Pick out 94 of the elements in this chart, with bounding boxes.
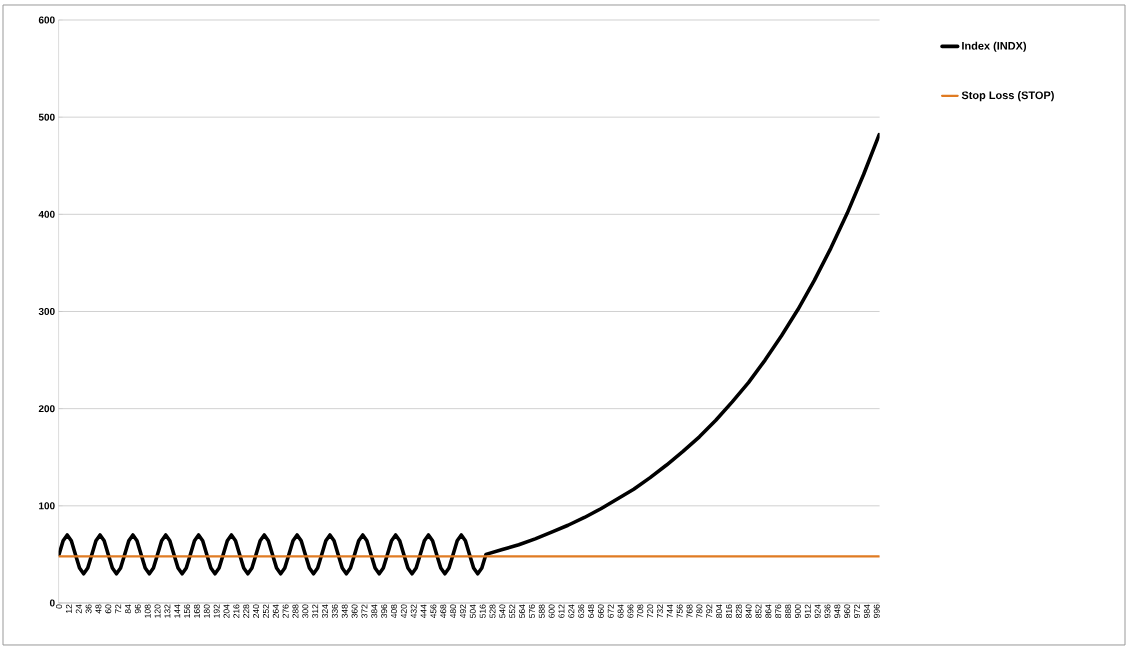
y-tick-label: 100	[39, 502, 55, 510]
x-tick-label: 384	[371, 604, 378, 618]
x-tick-label: 12	[65, 604, 72, 613]
x-tick-label: 648	[588, 604, 595, 618]
x-tick-label: 684	[617, 604, 624, 618]
x-tick-label: 456	[430, 604, 437, 619]
x-tick-label: 672	[607, 604, 614, 618]
x-tick-label: 84	[124, 604, 131, 614]
legend-label: Index (INDX)	[962, 41, 1027, 52]
x-tick-label: 408	[390, 604, 397, 619]
x-tick-label: 708	[637, 604, 644, 618]
x-tick-label: 888	[785, 604, 792, 618]
x-tick-label: 288	[292, 604, 299, 618]
x-tick-label: 900	[794, 604, 801, 618]
x-tick-label: 924	[814, 604, 821, 618]
x-tick-label: 516	[479, 604, 486, 618]
x-tick-label: 696	[627, 604, 634, 618]
x-tick-label: 228	[243, 604, 250, 618]
y-tick-label: 0	[49, 599, 55, 607]
x-tick-label: 216	[233, 604, 240, 618]
x-tick-label: 756	[676, 604, 683, 618]
x-tick-label: 132	[164, 604, 171, 618]
x-tick-label: 480	[450, 604, 457, 619]
x-tick-label: 744	[666, 604, 673, 618]
x-tick-label: 828	[735, 604, 742, 618]
x-tick-label: 468	[440, 604, 447, 619]
x-tick-label: 48	[95, 604, 102, 614]
x-tick-label: 792	[706, 604, 713, 618]
x-tick-label: 528	[489, 604, 496, 618]
x-tick-label: 36	[85, 604, 92, 614]
x-tick-label: 660	[597, 604, 604, 618]
x-tick-label: 192	[213, 604, 220, 618]
x-tick-label: 0	[56, 604, 62, 609]
x-tick-label: 720	[647, 604, 654, 618]
x-tick-label: 156	[184, 604, 191, 618]
x-tick-label: 852	[755, 604, 762, 618]
legend-label: Stop Loss (STOP)	[961, 91, 1054, 102]
x-tick-label: 396	[381, 604, 388, 618]
x-tick-label: 816	[725, 604, 732, 618]
y-tick-label: 400	[38, 210, 55, 218]
x-tick-label: 276	[282, 604, 289, 618]
x-tick-label: 996	[873, 604, 880, 618]
y-tick-label: 500	[38, 113, 55, 121]
x-tick-label: 600	[548, 604, 555, 618]
x-tick-label: 432	[410, 604, 417, 619]
x-tick-label: 804	[716, 604, 723, 618]
x-tick-label: 120	[154, 604, 161, 618]
x-tick-label: 324	[322, 604, 329, 618]
x-tick-label: 984	[863, 604, 870, 618]
x-tick-label: 864	[765, 604, 772, 618]
x-tick-label: 204	[223, 604, 230, 618]
x-tick-label: 936	[824, 604, 831, 618]
x-tick-label: 960	[844, 604, 851, 618]
y-tick-label: 300	[38, 307, 55, 316]
x-tick-label: 576	[528, 604, 535, 618]
x-tick-label: 948	[834, 604, 841, 618]
x-tick-label: 372	[361, 604, 368, 618]
x-tick-label: 780	[696, 604, 703, 618]
x-tick-label: 252	[262, 604, 269, 618]
x-tick-label: 444	[420, 604, 427, 619]
x-tick-label: 732	[656, 604, 663, 618]
x-tick-label: 564	[519, 604, 526, 618]
x-tick-label: 348	[341, 604, 348, 618]
x-tick-label: 492	[459, 604, 466, 619]
x-tick-label: 24	[75, 604, 82, 614]
x-tick-label: 624	[568, 604, 575, 618]
x-tick-label: 300	[302, 604, 309, 618]
x-tick-label: 912	[804, 604, 811, 618]
x-tick-label: 612	[558, 604, 565, 618]
x-tick-label: 108	[144, 604, 151, 618]
x-tick-label: 840	[745, 604, 752, 618]
x-tick-label: 336	[331, 604, 338, 618]
x-tick-label: 60	[105, 604, 112, 614]
x-tick-label: 360	[351, 604, 358, 618]
x-tick-label: 588	[538, 604, 545, 618]
x-tick-label: 876	[775, 604, 782, 618]
x-tick-label: 768	[686, 604, 693, 618]
y-tick-label: 200	[38, 405, 55, 413]
x-tick-label: 312	[312, 604, 319, 618]
x-tick-label: 168	[193, 604, 200, 618]
x-tick-label: 96	[134, 604, 141, 614]
x-tick-label: 504	[469, 604, 476, 618]
x-tick-label: 636	[578, 604, 585, 618]
x-tick-label: 180	[203, 604, 210, 618]
x-tick-label: 144	[174, 604, 181, 618]
x-tick-label: 264	[272, 604, 279, 618]
x-tick-label: 240	[253, 604, 260, 618]
y-tick-label: 600	[38, 16, 55, 24]
x-tick-label: 540	[499, 604, 506, 618]
line-series	[58, 132, 880, 576]
x-tick-label: 552	[509, 604, 516, 618]
x-tick-label: 972	[854, 604, 861, 618]
x-tick-label: 72	[115, 604, 122, 614]
x-tick-label: 420	[400, 604, 407, 619]
